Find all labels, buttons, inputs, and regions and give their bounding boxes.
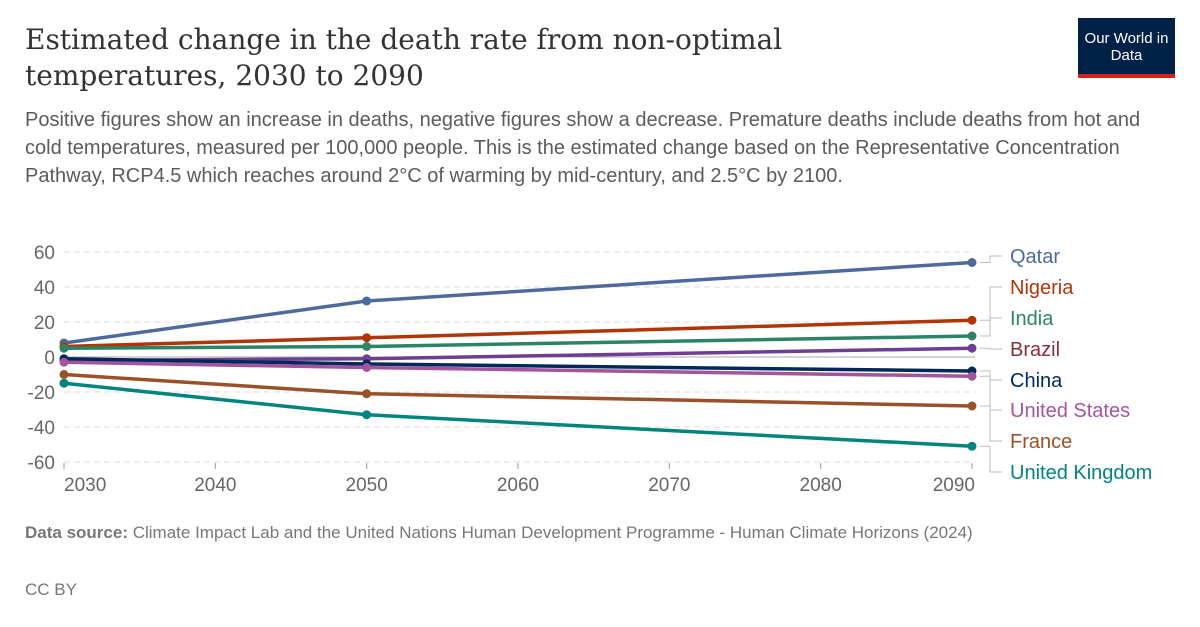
x-tick-label: 2070 [648,475,690,496]
data-point [362,410,372,420]
y-tick-label: -20 [28,383,55,404]
y-tick-label: -60 [28,453,55,474]
data-point [967,258,977,267]
data-point [59,343,69,353]
data-point [362,333,372,343]
label-connector [980,445,1002,473]
data-point [967,343,977,353]
series-label: China [1010,370,1063,392]
x-tick-label: 2090 [933,475,975,496]
data-point [967,401,977,411]
label-connector [980,370,1002,381]
data-point [967,315,977,325]
series-label: Brazil [1010,339,1060,361]
chart-title: Estimated change in the death rate from … [25,23,783,92]
x-tick-label: 2040 [194,475,236,496]
series-label: France [1010,431,1072,453]
data-point [362,342,372,351]
data-point [967,371,977,381]
series-line-brazil [63,346,973,363]
label-connector [980,375,1002,411]
y-tick-label: 60 [34,243,55,264]
label-connector [980,286,1002,321]
label-connector [980,317,1002,337]
y-tick-label: 0 [44,348,55,369]
data-point [362,296,372,306]
label-connector [980,347,1002,350]
x-tick-label: 2060 [497,475,539,496]
series-line-france [63,372,973,408]
data-point [59,357,69,367]
data-point [362,363,372,372]
data-point [967,441,977,451]
series-label: Qatar [1010,246,1060,268]
source-text: Climate Impact Lab and the United Nation… [132,523,973,542]
series-label: United States [1010,400,1130,422]
y-tick-label: 20 [34,313,55,334]
x-tick-label: 2050 [346,475,388,496]
license[interactable]: CC BY [25,580,77,599]
source-label: Data source: [25,523,128,542]
series-label: United Kingdom [1010,462,1152,484]
data-point [967,331,977,341]
series-line-united-kingdom [63,381,973,448]
series-label: Nigeria [1010,277,1074,299]
label-connector [980,405,1002,442]
label-connector [980,255,1002,263]
data-point [362,389,372,399]
source-note: Data source: Climate Impact Lab and the … [25,522,1175,544]
x-tick-label: 2030 [64,475,106,496]
series-line-qatar [63,260,973,345]
y-tick-label: 40 [34,278,55,299]
data-point [59,370,69,379]
series-label: India [1010,308,1054,330]
chart-subtitle: Positive figures show an increase in dea… [25,109,1141,187]
data-point [59,378,69,388]
y-tick-label: -40 [28,418,55,439]
owid-logo[interactable]: Our World in Data [1078,18,1175,78]
x-tick-label: 2080 [800,475,842,496]
